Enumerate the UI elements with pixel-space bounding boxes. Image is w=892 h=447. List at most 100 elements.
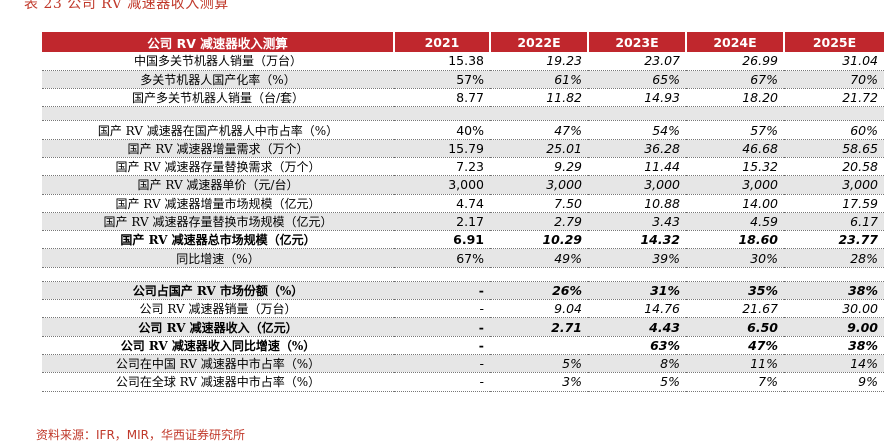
row-value: 38% xyxy=(784,336,884,355)
table-row xyxy=(42,267,884,282)
row-value: 60% xyxy=(784,120,884,140)
row-value: 47% xyxy=(686,336,784,355)
table-row: 中国多关节机器人销量（万台） 15.38 19.23 23.07 26.99 31.04 xyxy=(42,52,884,71)
row-value: - xyxy=(394,281,490,301)
table-row: 同比增速（%） 67% 49% 39% 30% 28% xyxy=(42,248,884,268)
row-value: 8.77 xyxy=(394,88,490,108)
row-value: 10.29 xyxy=(490,230,588,250)
table-row: 公司在中国 RV 减速器中市占率（%） -5% 8% 11% 14% xyxy=(42,354,884,374)
row-label: 国产 RV 减速器存量替换市场规模（亿元） xyxy=(42,212,394,232)
table-row: 公司 RV 减速器收入同比增速（%） - 63% 47% 38% xyxy=(42,336,884,355)
row-value: 10.88 xyxy=(588,194,686,213)
row-value: 30% xyxy=(686,248,784,268)
row-value: 28% xyxy=(784,248,884,268)
row-value: 20.58 xyxy=(784,157,884,177)
row-value: 25.01 xyxy=(490,139,588,158)
table-row: 公司在全球 RV 减速器中市占率（%） -3% 5% 7% 9% xyxy=(42,372,884,392)
row-value: 6.50 xyxy=(686,317,784,337)
row-value: 36.28 xyxy=(588,139,686,158)
table-row: 国产 RV 减速器在国产机器人中市占率（%） 40% 47% 54% 57% 60% xyxy=(42,120,884,140)
row-value xyxy=(686,267,784,282)
row-value: 7.23 xyxy=(394,157,490,177)
row-value: 35% xyxy=(686,281,784,301)
row-value: 15.38 xyxy=(394,52,490,71)
row-label: 公司在中国 RV 减速器中市占率（%） xyxy=(42,354,394,374)
row-value: 7.50 xyxy=(490,194,588,213)
row-value: 21.67 xyxy=(686,299,784,319)
header-2022e: 2022E xyxy=(489,32,588,52)
row-value: 18.20 xyxy=(686,88,784,108)
row-value: 3,000 xyxy=(394,175,490,195)
row-value: 9.29 xyxy=(490,157,588,177)
row-value: 4.59 xyxy=(686,212,784,232)
row-value xyxy=(490,267,588,282)
row-value: 63% xyxy=(588,336,686,355)
row-value: 49% xyxy=(490,248,588,268)
row-value: - xyxy=(394,354,490,374)
row-value: 14.32 xyxy=(588,230,686,250)
row-value: 61% xyxy=(490,70,588,90)
row-value: 67% xyxy=(394,248,490,268)
table-row: 多关节机器人国产化率（%） 57% 61% 65% 67% 70% xyxy=(42,70,884,90)
row-value: 26.99 xyxy=(686,52,784,71)
table-row: 公司 RV 减速器销量（万台） -9.04 14.76 21.67 30.00 xyxy=(42,299,884,319)
row-label: 国产 RV 减速器总市场规模（亿元） xyxy=(42,230,394,250)
row-label: 国产 RV 减速器在国产机器人中市占率（%） xyxy=(42,120,394,140)
row-value: 3% xyxy=(490,372,588,392)
row-value: 26% xyxy=(490,281,588,301)
row-label: 国产 RV 减速器存量替换需求（万个） xyxy=(42,157,394,177)
source-note: 资料来源：IFR，MIR，华西证券研究所 xyxy=(36,428,246,442)
row-value xyxy=(686,106,784,122)
row-value: 11% xyxy=(686,354,784,374)
row-value xyxy=(394,267,490,282)
row-value xyxy=(394,106,490,122)
row-value: 65% xyxy=(588,70,686,90)
row-value: 21.72 xyxy=(784,88,884,108)
row-value: 54% xyxy=(588,120,686,140)
table-row: 国产多关节机器人销量（台/套） 8.77 11.82 14.93 18.20 21.72 xyxy=(42,88,884,108)
row-value: 15.32 xyxy=(686,157,784,177)
row-value: 3,000 xyxy=(490,175,588,195)
row-value: 17.59 xyxy=(784,194,884,213)
row-value: 7% xyxy=(686,372,784,392)
row-value: 8% xyxy=(588,354,686,374)
row-value: 18.60 xyxy=(686,230,784,250)
row-value: 23.07 xyxy=(588,52,686,71)
table-row xyxy=(42,106,884,122)
header-label: 公司 RV 减速器收入测算 xyxy=(42,32,394,52)
row-label: 公司 RV 减速器销量（万台） xyxy=(42,299,394,319)
table-row: 公司 RV 减速器收入（亿元） -2.71 4.43 6.50 9.00 xyxy=(42,317,884,337)
row-value: - xyxy=(394,317,490,337)
row-value: 14.76 xyxy=(588,299,686,319)
row-value xyxy=(588,267,686,282)
row-value: 39% xyxy=(588,248,686,268)
row-value: 6.91 xyxy=(394,230,490,250)
row-value: 70% xyxy=(784,70,884,90)
row-value: 3,000 xyxy=(686,175,784,195)
row-label: 公司 RV 减速器收入同比增速（%） xyxy=(42,336,394,355)
row-value: 3,000 xyxy=(784,175,884,195)
row-label: 公司占国产 RV 市场份额（%） xyxy=(42,281,394,301)
row-value: 31.04 xyxy=(784,52,884,71)
row-value: 3,000 xyxy=(588,175,686,195)
table-row: 公司占国产 RV 市场份额（%） -26% 31% 35% 38% xyxy=(42,281,884,301)
row-value xyxy=(490,106,588,122)
row-value: 67% xyxy=(686,70,784,90)
row-value: 15.79 xyxy=(394,139,490,158)
row-label xyxy=(42,106,394,122)
row-value: 23.77 xyxy=(784,230,884,250)
row-value xyxy=(588,106,686,122)
row-value: 5% xyxy=(490,354,588,374)
row-label: 国产 RV 减速器单价（元/台） xyxy=(42,175,394,195)
row-label: 中国多关节机器人销量（万台） xyxy=(42,52,394,71)
row-value: 2.17 xyxy=(394,212,490,232)
header-2023e: 2023E xyxy=(587,32,686,52)
row-value: 4.74 xyxy=(394,194,490,213)
row-value: 19.23 xyxy=(490,52,588,71)
row-value: 14% xyxy=(784,354,884,374)
header-2025e: 2025E xyxy=(783,32,884,52)
row-value: 58.65 xyxy=(784,139,884,158)
row-label: 国产 RV 减速器增量需求（万个） xyxy=(42,139,394,158)
row-value: 2.71 xyxy=(490,317,588,337)
table-row: 国产 RV 减速器存量替换需求（万个） 7.23 9.29 11.44 15.32 20.… xyxy=(42,157,884,177)
